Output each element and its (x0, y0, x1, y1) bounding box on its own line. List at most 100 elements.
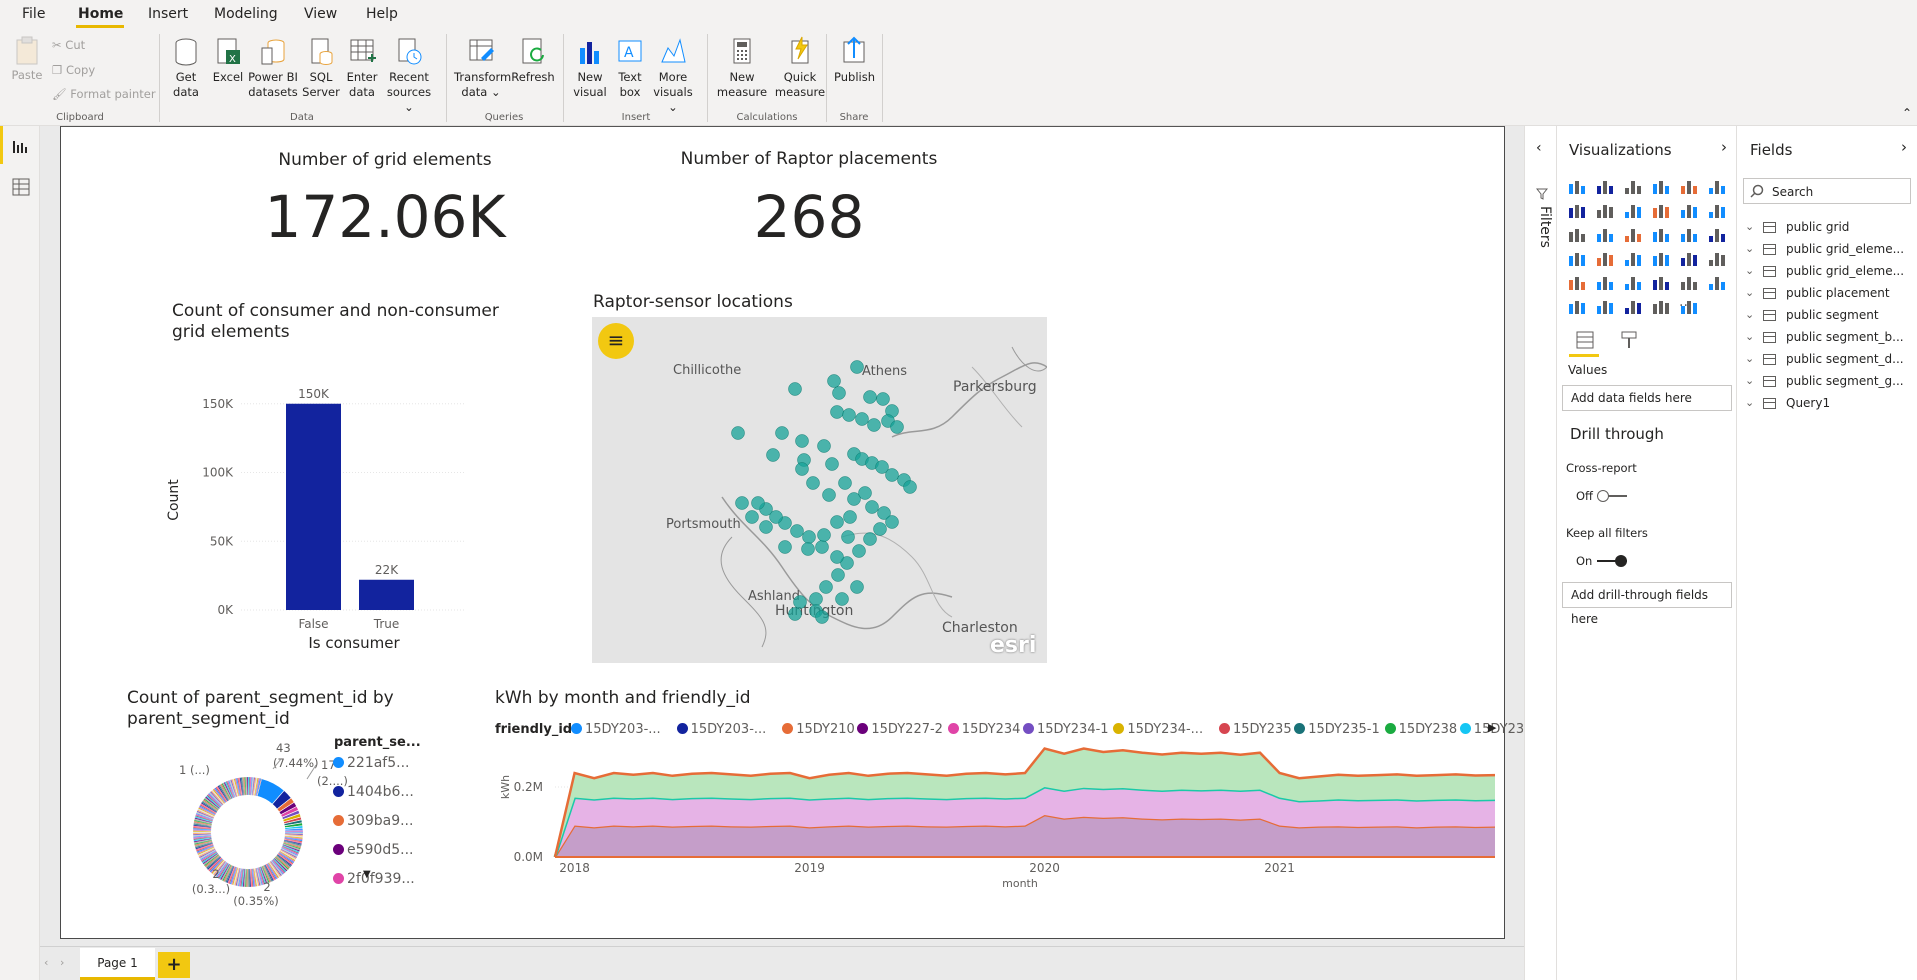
legend-item[interactable]: 15DY235-1 (1294, 722, 1380, 737)
visual-type-icon[interactable] (1707, 178, 1727, 196)
menu-home[interactable]: Home (78, 6, 124, 22)
refresh-button[interactable]: Refresh (510, 36, 556, 85)
collapse-viz-icon[interactable]: › (1721, 138, 1727, 156)
legend-item[interactable]: 15DY239 (1459, 722, 1532, 737)
sql-server-button[interactable]: SQL Server (300, 36, 342, 100)
menu-help[interactable]: Help (366, 6, 398, 22)
visual-type-icon[interactable] (1623, 298, 1643, 316)
legend-item[interactable]: 15DY210 (782, 722, 855, 737)
field-table-item[interactable]: ⌄ Query1 (1745, 394, 1915, 416)
visual-type-icon[interactable] (1567, 298, 1587, 316)
menu-view[interactable]: View (304, 6, 338, 22)
format-paint-roller-icon[interactable] (1620, 330, 1640, 350)
visual-type-icon[interactable] (1567, 274, 1587, 292)
field-table-item[interactable]: ⌄ public segment_g... (1745, 372, 1915, 394)
more-visuals-button[interactable]: More visuals ⌄ (650, 36, 696, 115)
excel-button[interactable]: X Excel (210, 36, 246, 85)
visual-type-icon[interactable] (1623, 178, 1643, 196)
report-view-icon[interactable] (12, 138, 30, 154)
visual-type-icon[interactable] (1679, 250, 1699, 268)
visual-type-icon[interactable] (1595, 226, 1615, 244)
bar[interactable] (286, 403, 341, 610)
drill-through-drop-well[interactable]: Add drill-through fields here (1562, 582, 1732, 626)
collapse-fields-icon[interactable]: › (1901, 138, 1907, 156)
visual-type-icon[interactable] (1651, 178, 1671, 196)
field-table-item[interactable]: ⌄ public grid (1745, 218, 1915, 240)
new-visual-button[interactable]: New visual (570, 36, 610, 100)
legend-item[interactable]: 15DY234-... (1113, 722, 1203, 737)
visual-type-icon[interactable] (1623, 226, 1643, 244)
visual-type-icon[interactable] (1651, 202, 1671, 220)
visual-type-icon[interactable] (1623, 274, 1643, 292)
enter-data-button[interactable]: Enter data (344, 36, 380, 100)
expand-filters-icon[interactable]: ‹ (1536, 140, 1542, 156)
new-measure-button[interactable]: New measure (714, 36, 770, 100)
fields-search-box[interactable]: Search (1743, 178, 1911, 204)
visual-type-icon[interactable] (1707, 250, 1727, 268)
visual-type-icon[interactable] (1707, 226, 1727, 244)
pbi-datasets-button[interactable]: Power BI datasets (248, 36, 298, 100)
visual-type-icon[interactable] (1567, 250, 1587, 268)
page-tab-1[interactable]: Page 1 (80, 948, 155, 980)
visual-type-icon[interactable] (1679, 274, 1699, 292)
visual-type-icon[interactable] (1707, 202, 1727, 220)
legend-item[interactable]: 309ba9... (333, 813, 413, 829)
format-painter-button[interactable]: 🖌 Format painter (52, 87, 156, 101)
visual-type-icon[interactable] (1651, 298, 1671, 316)
data-view-icon[interactable] (12, 178, 30, 196)
field-table-item[interactable]: ⌄ public segment_b... (1745, 328, 1915, 350)
legend-item[interactable]: 15DY235 (1219, 722, 1292, 737)
legend-item[interactable]: 15DY234-1 (1023, 722, 1109, 737)
bar[interactable] (359, 579, 414, 610)
legend-item[interactable]: 221af5... (333, 755, 410, 771)
visual-type-icon[interactable] (1679, 202, 1699, 220)
legend-item[interactable]: e590d5... (333, 842, 413, 858)
menu-modeling[interactable]: Modeling (214, 6, 278, 22)
filters-label[interactable]: Filters (1537, 206, 1553, 248)
quick-measure-button[interactable]: Quick measure (772, 36, 828, 100)
cross-report-toggle[interactable] (1597, 490, 1627, 502)
field-table-item[interactable]: ⌄ public grid_eleme... (1745, 240, 1915, 262)
transform-data-button[interactable]: Transform data ⌄ (454, 36, 511, 100)
field-table-item[interactable]: ⌄ public grid_eleme... (1745, 262, 1915, 284)
visual-type-icon[interactable] (1595, 298, 1615, 316)
legend-item[interactable]: 15DY227-2 (857, 722, 943, 737)
tab-scroll-left-icon[interactable]: ‹ (44, 956, 49, 969)
legend-next-icon[interactable]: ▶ (1488, 721, 1497, 734)
visual-type-icon[interactable] (1707, 274, 1727, 292)
fields-well-icon[interactable] (1575, 330, 1597, 350)
publish-button[interactable]: Publish (834, 36, 875, 85)
legend-item[interactable]: 15DY234 (947, 722, 1020, 737)
copy-button[interactable]: ❐ Copy (52, 63, 95, 77)
visual-type-icon[interactable] (1567, 226, 1587, 244)
legend-item[interactable]: 1404b6... (333, 784, 414, 800)
recent-sources-button[interactable]: Recent sources ⌄ (382, 36, 436, 115)
visual-type-icon[interactable] (1567, 178, 1587, 196)
visual-type-icon[interactable] (1679, 226, 1699, 244)
legend-item[interactable]: 15DY203-... (571, 722, 661, 737)
visual-type-icon[interactable] (1651, 250, 1671, 268)
visual-type-icon[interactable] (1623, 202, 1643, 220)
paste-button[interactable]: Paste (10, 36, 44, 83)
text-box-button[interactable]: A Text box (612, 36, 648, 100)
visual-type-icon[interactable] (1623, 250, 1643, 268)
visual-type-icon[interactable] (1595, 202, 1615, 220)
menu-file[interactable]: File (22, 6, 46, 22)
get-data-button[interactable]: Get data (166, 36, 206, 100)
collapse-ribbon-icon[interactable]: ⌃ (1902, 106, 1913, 120)
legend-item[interactable]: 2f0f939... (333, 871, 415, 887)
tab-scroll-right-icon[interactable]: › (60, 956, 65, 969)
field-table-item[interactable]: ⌄ public segment (1745, 306, 1915, 328)
visual-type-icon[interactable] (1679, 298, 1699, 316)
field-table-item[interactable]: ⌄ public segment_d... (1745, 350, 1915, 372)
more-visuals-ellipsis-icon[interactable]: ··· (1679, 298, 1693, 314)
area-chart[interactable]: 0.0M0.2M0.4M2018201920202021monthkWh (495, 739, 1495, 937)
visual-type-icon[interactable] (1651, 226, 1671, 244)
map-menu-icon[interactable]: ≡ (598, 323, 634, 359)
visual-type-icon[interactable] (1679, 178, 1699, 196)
visual-type-icon[interactable] (1595, 250, 1615, 268)
visual-type-icon[interactable] (1595, 274, 1615, 292)
visual-type-icon[interactable] (1595, 178, 1615, 196)
visual-type-icon[interactable] (1651, 274, 1671, 292)
donut-chart[interactable]: 43(7.44%) 17(2....)1 (...)2(0.3...) 2(0.35… (121, 737, 391, 937)
